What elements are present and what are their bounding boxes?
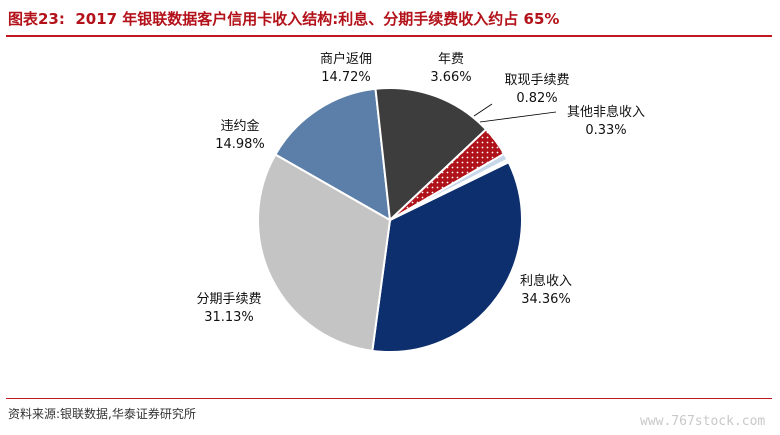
source-note: 资料来源:银联数据,华泰证券研究所 <box>8 407 196 421</box>
slice-merchant-rebate <box>374 87 488 223</box>
slice-label-annual-fee: 年费 3.66% <box>430 52 471 85</box>
slice-late-fee <box>274 87 392 222</box>
slice-label-other-non-interest: 其他非息收入 0.33% <box>567 104 645 138</box>
slice-label-merchant-rebate: 商户返佣 14.72% <box>320 51 372 85</box>
figure-number: 图表23: <box>8 10 65 28</box>
leader-line-cash-advance <box>473 103 493 117</box>
title-divider <box>6 35 772 37</box>
title-text: 2017 年银联数据客户信用卡收入结构:利息、分期手续费收入约占 65% <box>75 10 560 28</box>
pie-slices <box>257 87 523 353</box>
leader-lines <box>473 103 557 123</box>
slice-labels: 利息收入 34.36% 分期手续费 31.13% 违约金 14.98% 商户返佣 14.… <box>196 51 645 325</box>
slice-other-non-interest <box>389 158 510 221</box>
chart-title: 图表23: 2017 年银联数据客户信用卡收入结构:利息、分期手续费收入约占 6… <box>8 8 559 29</box>
watermark: www.767stock.com <box>640 414 766 429</box>
slice-installment <box>257 153 392 352</box>
slice-label-cash-advance: 取现手续费 0.82% <box>504 73 569 106</box>
footer-divider <box>6 398 772 399</box>
slice-label-interest: 利息收入 34.36% <box>520 273 572 307</box>
slice-label-installment: 分期手续费 31.13% <box>196 292 261 325</box>
leader-line-other <box>479 111 557 123</box>
slice-interest <box>371 160 523 353</box>
slice-label-late-fee: 违约金 14.98% <box>215 118 265 152</box>
